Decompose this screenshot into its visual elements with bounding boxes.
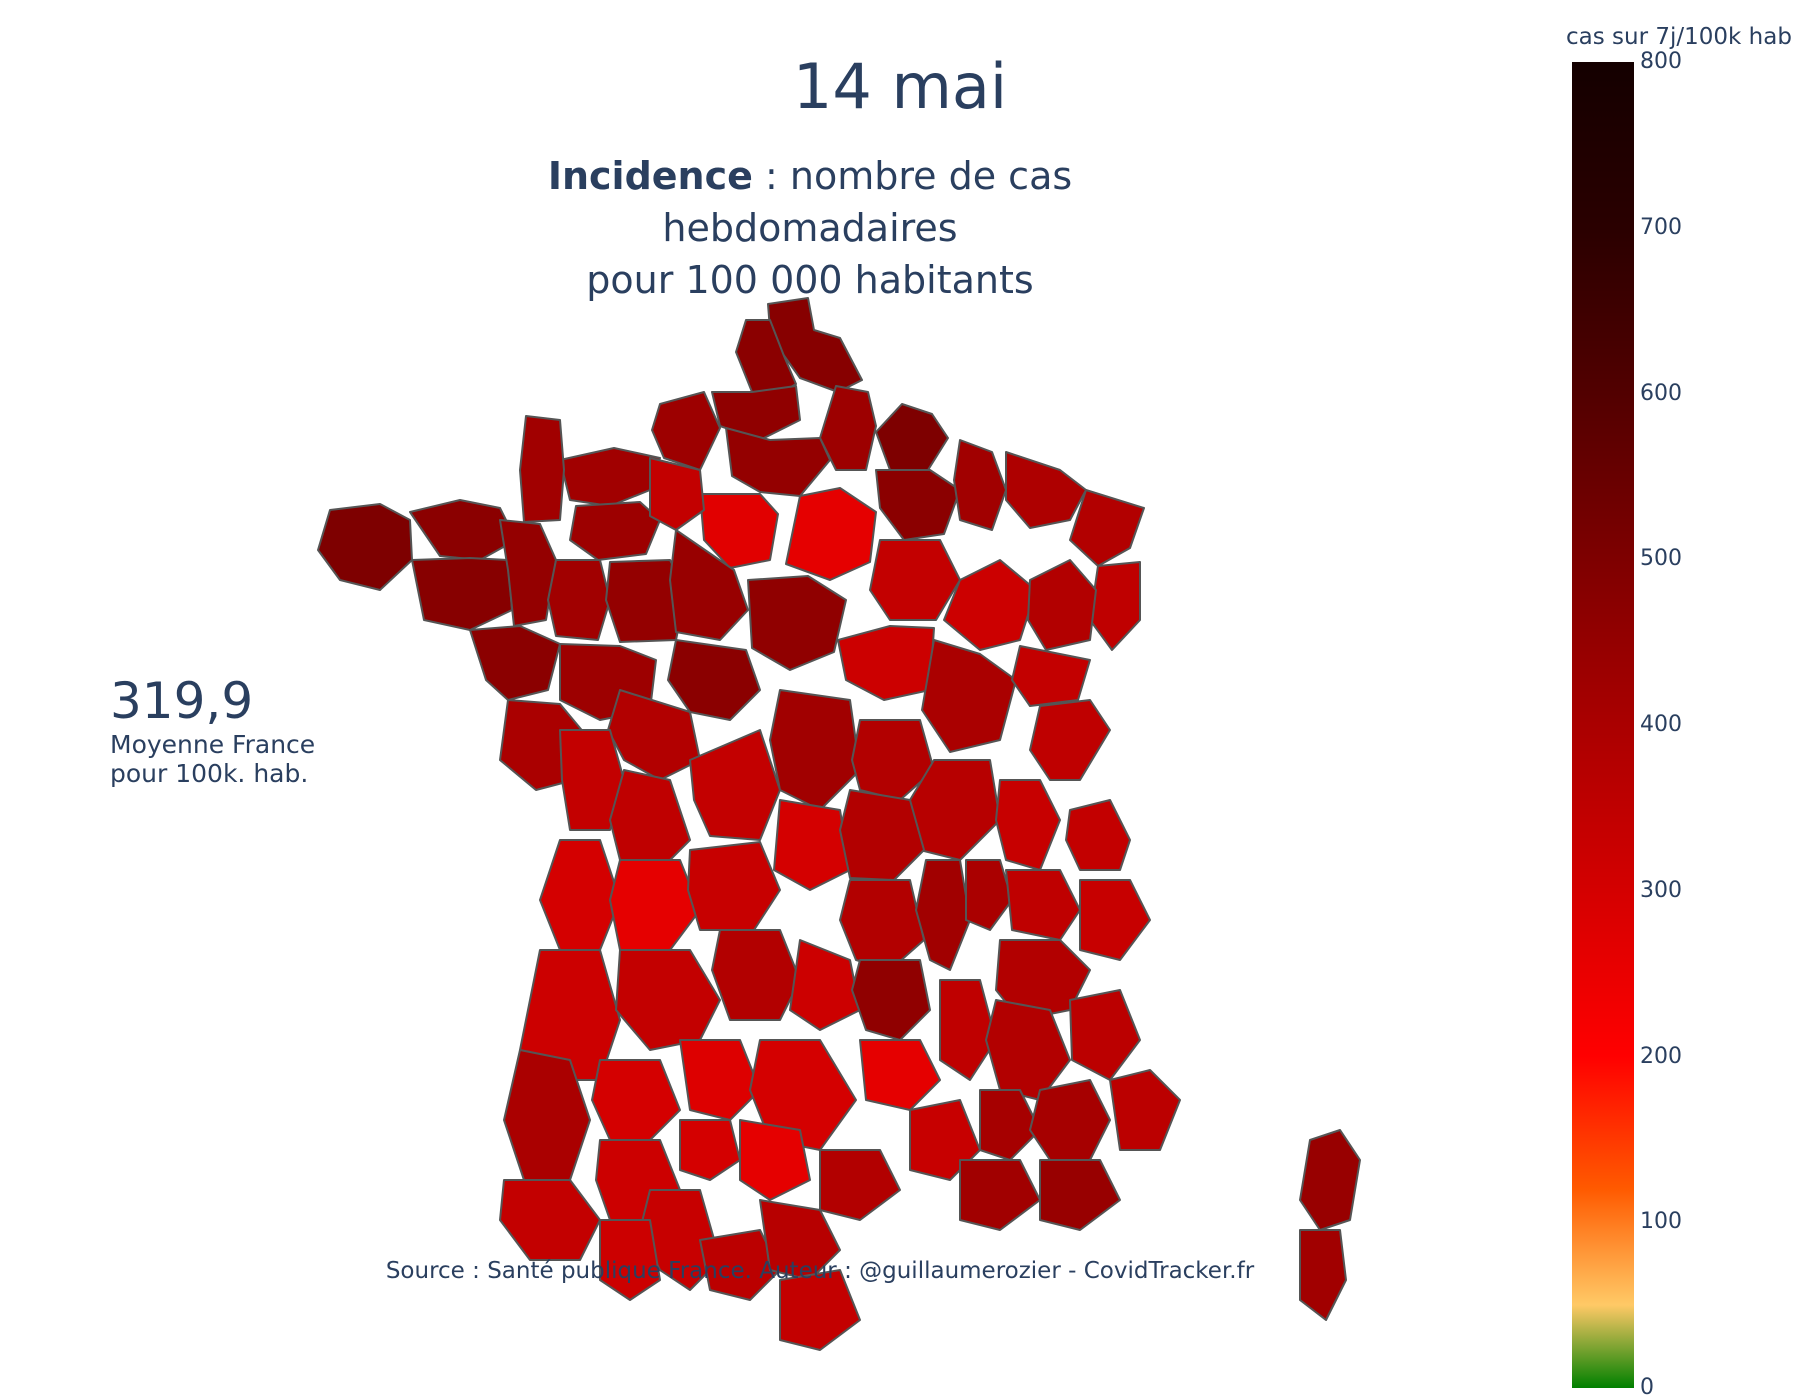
department-doubs (1029, 699, 1111, 781)
department-aude (759, 1199, 841, 1281)
department-pyrenees-atlantiques (499, 1179, 601, 1261)
department-lot-et-garonne (591, 1059, 681, 1141)
national-average: 319,9 Moyenne France pour 100k. hab. (110, 672, 315, 788)
department-ille-et-vilaine (499, 519, 557, 627)
department-jura (995, 779, 1061, 871)
department-cantal (789, 939, 861, 1031)
department-allier (839, 789, 925, 881)
colorbar-tick-700: 700 (1640, 214, 1682, 240)
date-title: 14 mai (792, 50, 1008, 123)
department-morbihan (411, 557, 513, 631)
department-hautes-pyrenees (599, 1219, 661, 1301)
source-credit: Source : Santé publique France. Auteur :… (385, 1258, 1255, 1284)
department-tarn (739, 1119, 811, 1201)
department-charente (609, 859, 701, 951)
department-correze (711, 929, 801, 1021)
department-haut-rhin (1089, 561, 1141, 651)
department-corse-du-sud (1299, 1229, 1347, 1321)
department-ariege (699, 1229, 781, 1301)
department-moselle (1005, 451, 1087, 529)
department-orne (569, 501, 661, 561)
department-bas-rhin (1069, 489, 1145, 567)
department-manche (519, 415, 565, 523)
department-lot (679, 1039, 761, 1121)
colorbar-tick-400: 400 (1640, 712, 1682, 737)
department-loire-atlantique (469, 625, 561, 701)
national-average-value: 319,9 (110, 672, 254, 730)
department-ardeche (939, 979, 997, 1081)
department-puy-de-dome (839, 879, 925, 971)
colorbar-tick-800: 800 (1640, 49, 1682, 74)
department-meuse (953, 439, 1007, 531)
department-haute-savoie (1065, 799, 1131, 871)
department-vosges (1027, 559, 1097, 651)
department-cotes-d-armor (409, 499, 517, 561)
subtitle-rest: : nombre de cas hebdomadaires (662, 154, 1073, 250)
department-aube (869, 539, 961, 621)
department-haute-corse (1299, 1129, 1361, 1231)
colorbar-tick-200: 200 (1640, 1043, 1682, 1069)
department-hautes-alpes (1069, 989, 1141, 1081)
subtitle-line-2: pour 100 000 habitants (586, 258, 1034, 302)
colorbar-tick-500: 500 (1640, 546, 1682, 572)
department-rhone (965, 859, 1013, 931)
department-cote-d-or (921, 639, 1017, 753)
department-charente-maritime (539, 839, 621, 951)
department-finistere (317, 503, 413, 591)
department-herault (819, 1149, 901, 1221)
colorbar-tick-100: 100 (1640, 1209, 1682, 1235)
department-lozere (859, 1039, 941, 1111)
department-var (1039, 1159, 1121, 1231)
department-savoie (1079, 879, 1151, 961)
department-bouches-du-rhone (959, 1159, 1041, 1231)
department-alpes-maritimes (1109, 1069, 1181, 1151)
department-vienne (609, 769, 691, 871)
department-dordogne (615, 949, 721, 1051)
department-ain (1005, 869, 1081, 941)
department-ardennes (875, 403, 949, 471)
subtitle: Incidence : nombre de cas hebdomadaires … (400, 150, 1220, 306)
colorbar-tick-600: 600 (1640, 380, 1682, 406)
department-tarn-et-garonne (679, 1119, 741, 1181)
department-deux-sevres (559, 729, 625, 831)
department-eure (649, 457, 705, 531)
department-seine-et-marne (785, 487, 877, 581)
department-drome (985, 999, 1071, 1101)
department-alpes-de-haute-provence (1029, 1079, 1111, 1161)
colorbar (1572, 62, 1634, 1388)
department-creuse (773, 799, 851, 891)
department-haute-vienne (687, 841, 781, 931)
department-mayenne (547, 559, 611, 641)
department-calvados (559, 447, 661, 507)
colorbar-tick-0: 0 (1640, 1375, 1654, 1400)
department-loir-et-cher (667, 639, 761, 721)
subtitle-bold: Incidence (547, 154, 753, 198)
department-haute-saone (1011, 645, 1091, 707)
department-haute-marne (943, 559, 1037, 651)
department-seine-maritime (651, 391, 721, 471)
department-somme (711, 385, 801, 441)
department-loire (915, 859, 971, 971)
department-oise (725, 427, 831, 497)
department-vaucluse (979, 1089, 1041, 1161)
department-haute-loire (851, 959, 931, 1041)
national-average-label-2: pour 100k. hab. (110, 759, 309, 788)
department-pyrenees-orientales (779, 1269, 861, 1351)
colorbar-ticks: 0 100 200 300 400 500 600 700 800 (1636, 0, 1756, 1400)
department-ile-de-france-ouest (699, 493, 779, 569)
department-yonne (837, 625, 935, 701)
colorbar-tick-300: 300 (1640, 877, 1682, 903)
department-loiret (747, 575, 847, 671)
department-eure-et-loir (669, 529, 749, 641)
department-cher (769, 689, 861, 811)
department-indre (689, 729, 781, 841)
colorbar-title: cas sur 7j/100k hab (1566, 24, 1792, 50)
subtitle-line-1: Incidence : nombre de cas hebdomadaires (400, 150, 1220, 254)
national-average-label-1: Moyenne France (110, 730, 316, 759)
department-marne (875, 469, 961, 541)
